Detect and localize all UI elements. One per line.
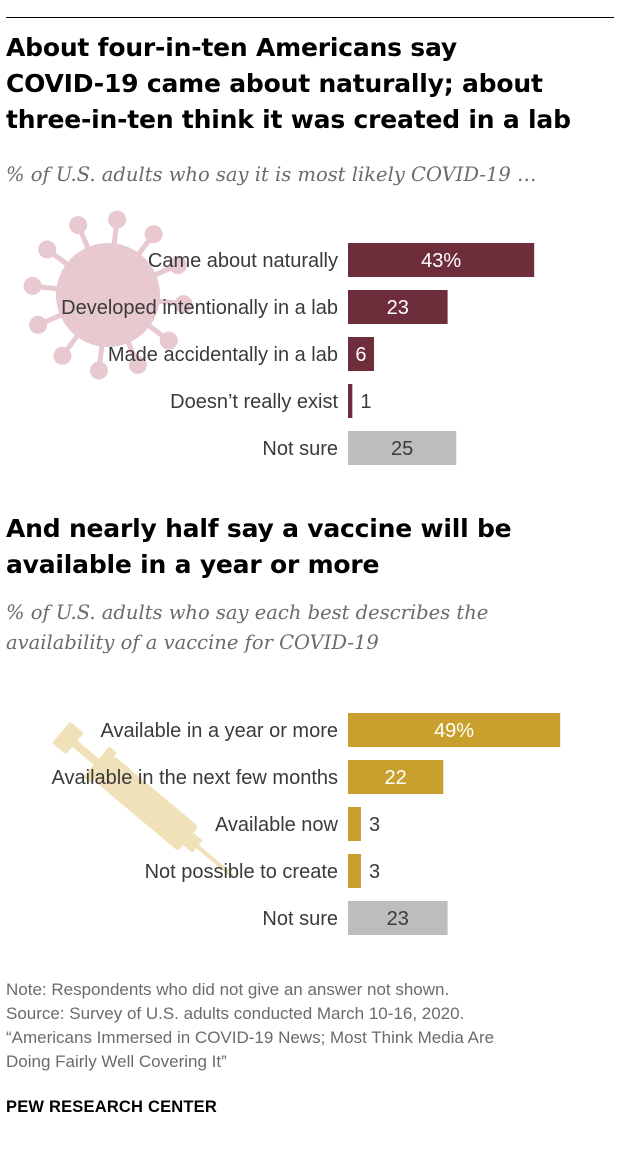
chart2-value-label: 23 [387,908,409,930]
note-line: Note: Respondents who did not give an an… [6,980,450,999]
chart2-category-label: Available now [215,814,339,836]
chart2-category-label: Not sure [262,908,338,930]
chart1-bar [348,384,353,418]
chart1-value-label: 43% [421,250,461,272]
chart1-bar [348,431,457,465]
top-rule [6,17,614,18]
chart2-title: And nearly half say a vaccine will be av… [6,514,512,579]
chart2-bar [348,901,448,935]
chart2-value-label: 3 [369,861,380,883]
chart1-title: About four-in-ten Americans say COVID-19… [6,33,571,134]
chart2-category-label: Not possible to create [145,861,338,883]
chart2-subtitle: % of U.S. adults who say each best descr… [6,601,489,654]
chart1-category-label: Not sure [262,438,338,460]
chart2-category-label: Available in a year or more [100,720,338,742]
chart1-bar [348,290,448,324]
chart2-value-label: 49% [434,720,474,742]
virus-icon [23,210,193,380]
chart2-bar [348,807,361,841]
chart-notes: Note: Respondents who did not give an an… [6,978,614,1074]
chart2-bar [348,854,361,888]
chart1-bar [348,243,535,277]
chart1-category-label: Came about naturally [148,250,338,272]
chart2-bar-chart: Available in a year or more 49% Available … [52,713,561,935]
chart1-category-label: Made accidentally in a lab [108,344,338,366]
chart2-value-label: 3 [369,814,380,836]
chart1-category-label: Developed intentionally in a lab [61,297,338,319]
chart2-bar [348,760,444,794]
chart2-value-label: 22 [385,767,407,789]
report-title-line: Doing Fairly Well Covering It” [6,1052,227,1071]
chart1-bar [348,337,374,371]
chart1-subtitle: % of U.S. adults who say it is most like… [6,163,537,186]
chart1-bar-chart: Came about naturally 43% Developed intenti… [23,210,535,465]
chart1-value-label: 23 [387,297,409,319]
source-line: Source: Survey of U.S. adults conducted … [6,1004,465,1023]
chart1-value-label: 6 [355,344,366,366]
chart1-value-label: 25 [391,438,413,460]
chart2-bar [348,713,561,747]
chart1-category-label: Doesn’t really exist [170,391,338,413]
brand-logo-text: PEW RESEARCH CENTER [6,1098,217,1116]
chart2-category-label: Available in the next few months [52,767,338,789]
report-title-line: “Americans Immersed in COVID-19 News; Mo… [6,1028,495,1047]
chart1-value-label: 1 [360,391,371,413]
syringe-icon [52,722,234,878]
